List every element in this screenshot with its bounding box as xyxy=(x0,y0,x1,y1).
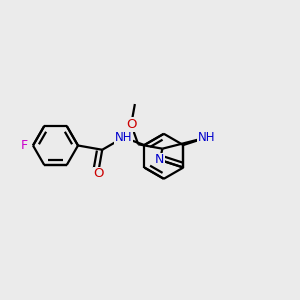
Text: N: N xyxy=(155,153,165,167)
Text: NH: NH xyxy=(198,131,215,144)
Text: O: O xyxy=(93,167,104,181)
Text: F: F xyxy=(20,139,28,152)
Text: O: O xyxy=(126,118,136,131)
Text: NH: NH xyxy=(115,131,132,144)
